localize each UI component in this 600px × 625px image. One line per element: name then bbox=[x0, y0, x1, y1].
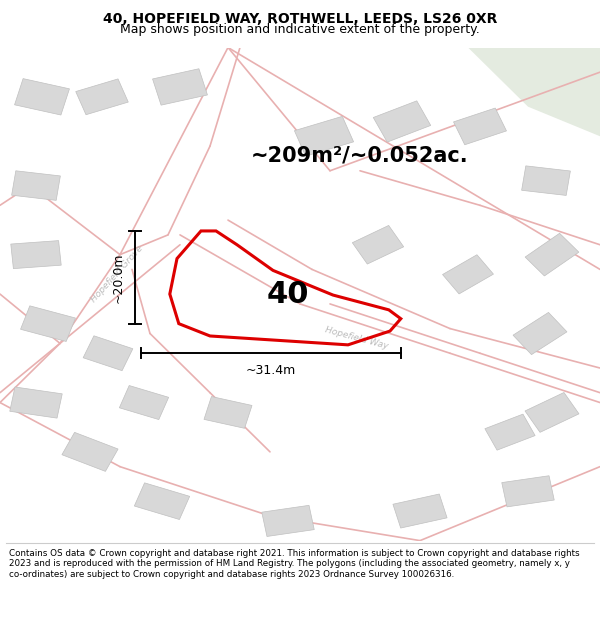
Polygon shape bbox=[525, 392, 579, 432]
Text: ~20.0m: ~20.0m bbox=[111, 252, 124, 302]
Polygon shape bbox=[134, 483, 190, 519]
Polygon shape bbox=[521, 166, 571, 196]
Text: Hopefield Way: Hopefield Way bbox=[325, 326, 389, 351]
Polygon shape bbox=[20, 306, 76, 341]
Text: 40, HOPEFIELD WAY, ROTHWELL, LEEDS, LS26 0XR: 40, HOPEFIELD WAY, ROTHWELL, LEEDS, LS26… bbox=[103, 12, 497, 26]
Polygon shape bbox=[11, 241, 61, 269]
Polygon shape bbox=[352, 226, 404, 264]
Polygon shape bbox=[204, 396, 252, 428]
Polygon shape bbox=[485, 414, 535, 450]
Text: ~31.4m: ~31.4m bbox=[246, 364, 296, 377]
Polygon shape bbox=[502, 476, 554, 507]
Polygon shape bbox=[76, 79, 128, 115]
Text: ~209m²/~0.052ac.: ~209m²/~0.052ac. bbox=[251, 146, 469, 166]
Text: Contains OS data © Crown copyright and database right 2021. This information is : Contains OS data © Crown copyright and d… bbox=[9, 549, 580, 579]
Polygon shape bbox=[525, 233, 579, 276]
Polygon shape bbox=[11, 171, 61, 201]
Text: Hopefield Grove: Hopefield Grove bbox=[89, 244, 145, 304]
Polygon shape bbox=[373, 101, 431, 142]
Polygon shape bbox=[119, 386, 169, 419]
Polygon shape bbox=[468, 48, 600, 136]
Polygon shape bbox=[152, 69, 208, 105]
Polygon shape bbox=[393, 494, 447, 528]
Polygon shape bbox=[262, 506, 314, 536]
Polygon shape bbox=[62, 432, 118, 471]
Polygon shape bbox=[295, 116, 353, 156]
Polygon shape bbox=[513, 312, 567, 354]
Text: Map shows position and indicative extent of the property.: Map shows position and indicative extent… bbox=[120, 22, 480, 36]
Polygon shape bbox=[14, 79, 70, 115]
Polygon shape bbox=[443, 255, 493, 294]
Polygon shape bbox=[83, 336, 133, 371]
Polygon shape bbox=[10, 387, 62, 418]
Polygon shape bbox=[454, 108, 506, 145]
Text: 40: 40 bbox=[267, 279, 309, 309]
